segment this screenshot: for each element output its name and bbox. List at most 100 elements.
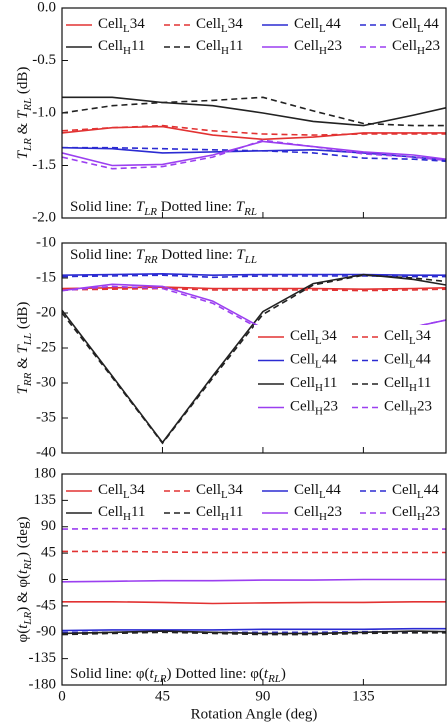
- legend-label-part: Cell: [290, 375, 315, 391]
- series-line: [62, 124, 446, 136]
- y-tick-label: 135: [34, 492, 57, 508]
- legend-label-part: Cell: [196, 16, 221, 32]
- series-line: [62, 630, 446, 635]
- x-axis-title: Rotation Angle (deg): [191, 706, 318, 722]
- annotation-part: T: [236, 247, 246, 263]
- plot-frame: [61, 242, 447, 454]
- y-tick-label: -135: [29, 650, 57, 666]
- annotation: Solid line: TLR Dotted line: TRL: [70, 199, 257, 217]
- legend-label-part: L: [315, 358, 322, 370]
- series-line: [62, 578, 446, 583]
- legend-label-part: L: [409, 335, 416, 347]
- legend-label: CellH23: [392, 504, 440, 522]
- y-tick-label: -25: [36, 339, 56, 355]
- legend-label-part: H: [123, 45, 131, 57]
- legend-label-part: L: [417, 489, 424, 501]
- y-tick-label: -35: [36, 409, 56, 425]
- y-tick-label: -0.5: [32, 52, 56, 68]
- y-tick-label: -1.5: [32, 157, 56, 173]
- legend-label-part: H: [319, 511, 327, 523]
- series-line: [62, 96, 446, 127]
- legend-label-part: Cell: [98, 16, 123, 32]
- annotation-part: t: [150, 666, 155, 682]
- legend-label-part: H: [315, 405, 323, 417]
- legend-label-part: 44: [326, 482, 342, 498]
- legend-label-part: 34: [416, 328, 432, 344]
- legend-label-part: L: [319, 23, 326, 35]
- legend-label-part: H: [409, 382, 417, 394]
- x-tick-label: 0: [58, 688, 66, 704]
- legend-label: CellH23: [392, 38, 440, 56]
- legend-label: CellL44: [392, 16, 439, 34]
- legend-label-part: 34: [322, 328, 338, 344]
- annotation-part: LR: [153, 673, 167, 685]
- legend-label-part: 44: [326, 16, 342, 32]
- y-axis-title-part: (dB): [15, 302, 31, 333]
- legend-label-part: 11: [131, 504, 145, 520]
- series-line: [62, 146, 446, 163]
- annotation-part: ) Dotted line: φ(: [167, 666, 264, 682]
- y-tick-label: -20: [36, 304, 56, 320]
- annotation-part: Solid line: φ(: [70, 666, 150, 682]
- legend-label-part: L: [123, 489, 130, 501]
- legend-label-part: Cell: [392, 504, 417, 520]
- legend-label-part: H: [315, 382, 323, 394]
- legend-label-part: 23: [327, 38, 342, 54]
- y-axis-title-part: T: [15, 109, 31, 119]
- legend-label-part: Cell: [392, 482, 417, 498]
- legend-label: CellL34: [98, 16, 145, 34]
- series-line: [62, 287, 446, 292]
- legend-label-part: Cell: [392, 16, 417, 32]
- annotation-part: T: [136, 247, 146, 263]
- y-tick-label: 90: [41, 518, 56, 534]
- y-tick-label: -180: [29, 676, 57, 692]
- legend-label-part: H: [123, 511, 131, 523]
- y-tick-label: 0: [49, 571, 57, 587]
- annotation-part: Solid line:: [70, 199, 136, 215]
- legend-label-part: Cell: [290, 399, 315, 415]
- series-line: [62, 96, 446, 127]
- y-tick-label: -1.0: [32, 104, 56, 120]
- legend-label-part: L: [221, 23, 228, 35]
- annotation-part: T: [136, 199, 146, 215]
- legend-label-part: Cell: [196, 482, 221, 498]
- y-axis-title-part: &: [15, 119, 31, 138]
- legend-label-part: 44: [424, 16, 440, 32]
- legend-label-part: 34: [130, 482, 146, 498]
- legend-label-part: Cell: [294, 482, 319, 498]
- legend-label-part: H: [409, 405, 417, 417]
- legend-label: CellH11: [98, 504, 145, 522]
- legend-label: CellH23: [290, 399, 338, 417]
- annotation-part: RR: [143, 254, 158, 266]
- legend-label: CellL34: [290, 328, 337, 346]
- legend-label-part: 34: [228, 16, 244, 32]
- legend-label-part: 11: [131, 38, 145, 54]
- y-tick-label: -15: [36, 269, 56, 285]
- annotation-part: RL: [243, 206, 257, 218]
- legend-label-part: Cell: [384, 399, 409, 415]
- legend-label-part: 44: [416, 352, 432, 368]
- legend-label-part: 11: [417, 375, 431, 391]
- x-tick-label: 135: [352, 688, 375, 704]
- legend-label-part: H: [417, 45, 425, 57]
- legend-label: CellL44: [294, 16, 341, 34]
- legend-label-part: Cell: [290, 328, 315, 344]
- legend-label-part: H: [221, 511, 229, 523]
- y-axis-title-part: LR: [22, 612, 34, 626]
- y-axis-title-part: t: [15, 624, 31, 629]
- y-tick-label: -2.0: [32, 209, 56, 225]
- series-line: [62, 125, 446, 141]
- legend-label-part: 11: [323, 375, 337, 391]
- legend-label-part: Cell: [392, 38, 417, 54]
- legend-label-part: Cell: [294, 16, 319, 32]
- y-axis-title-part: RL: [22, 98, 34, 112]
- legend-label-part: 44: [322, 352, 338, 368]
- y-axis-title-part: t: [15, 569, 31, 574]
- legend-label-part: L: [409, 358, 416, 370]
- series-line: [62, 272, 446, 277]
- legend-label: CellL44: [290, 352, 337, 370]
- annotation-part: ): [281, 666, 286, 682]
- series-line: [62, 140, 446, 167]
- y-tick-label: -10: [36, 234, 56, 250]
- legend-label-part: 11: [229, 38, 243, 54]
